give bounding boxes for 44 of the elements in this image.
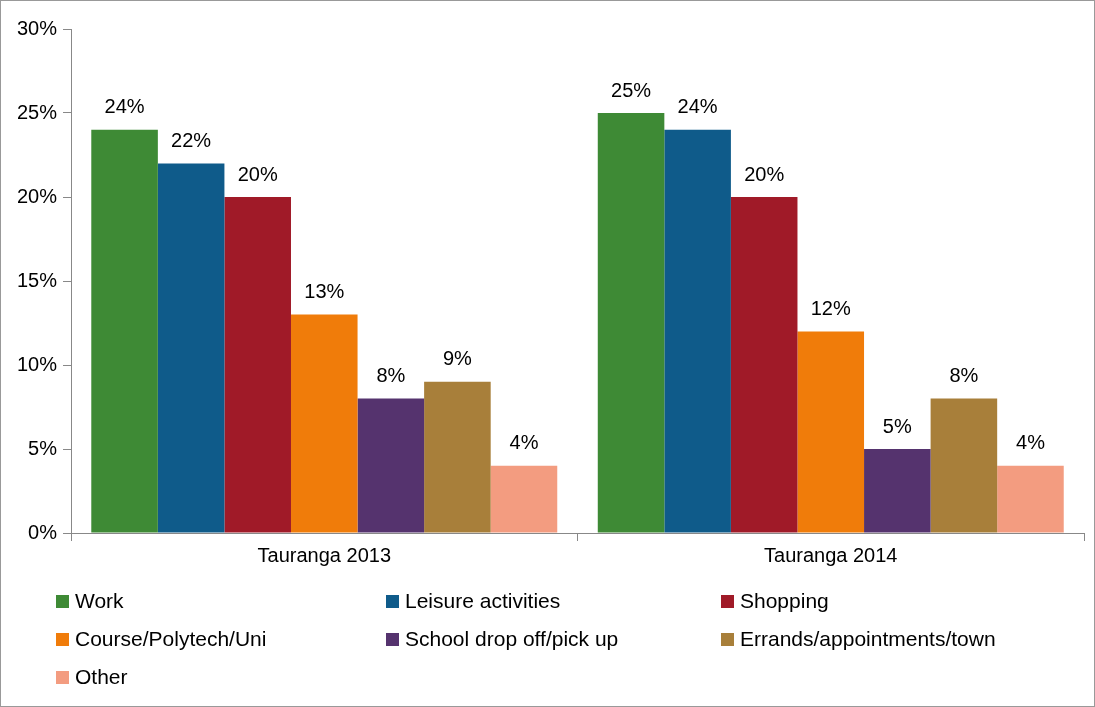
data-label: 22% bbox=[171, 128, 212, 151]
y-tick-label: 25% bbox=[17, 100, 58, 123]
bar bbox=[864, 449, 931, 533]
y-tick-label: 15% bbox=[17, 268, 58, 291]
data-label: 24% bbox=[104, 95, 145, 118]
bar bbox=[157, 163, 225, 533]
legend-label: Shopping bbox=[740, 589, 829, 613]
legend-label: Work bbox=[75, 589, 124, 613]
x-tick-label: Tauranga 2013 bbox=[257, 543, 391, 566]
data-label: 8% bbox=[376, 364, 406, 387]
legend-label: Other bbox=[75, 665, 128, 689]
bar bbox=[797, 331, 865, 533]
data-label: 5% bbox=[882, 414, 912, 437]
bar bbox=[730, 197, 798, 533]
y-tick-label: 5% bbox=[28, 436, 58, 459]
bar bbox=[490, 465, 558, 533]
x-tick-label: Tauranga 2014 bbox=[764, 543, 898, 566]
data-label: 25% bbox=[611, 78, 652, 101]
legend-label: Course/Polytech/Uni bbox=[75, 627, 267, 651]
bar bbox=[597, 113, 665, 533]
bar bbox=[357, 398, 425, 533]
data-label: 24% bbox=[677, 95, 718, 118]
bar bbox=[930, 398, 998, 533]
y-tick-label: 20% bbox=[17, 184, 58, 207]
y-tick-label: 10% bbox=[17, 352, 58, 375]
data-label: 20% bbox=[744, 162, 785, 185]
bar bbox=[997, 465, 1064, 533]
data-label: 12% bbox=[810, 296, 851, 319]
data-label: 8% bbox=[949, 364, 979, 387]
y-tick-label: 30% bbox=[17, 16, 58, 39]
bar bbox=[424, 381, 491, 533]
data-label: 20% bbox=[237, 162, 278, 185]
bar bbox=[290, 314, 358, 533]
legend-label: School drop off/pick up bbox=[405, 627, 619, 651]
bar bbox=[664, 129, 731, 533]
legend-label: Errands/appointments/town bbox=[740, 627, 996, 651]
data-label: 4% bbox=[509, 431, 539, 454]
data-label: 9% bbox=[442, 347, 473, 370]
bar bbox=[91, 129, 158, 533]
data-label: 4% bbox=[1016, 431, 1046, 454]
bar bbox=[224, 197, 291, 533]
legend-label: Leisure activities bbox=[405, 589, 561, 613]
y-tick-label: 0% bbox=[28, 520, 58, 543]
data-label: 13% bbox=[304, 280, 345, 303]
